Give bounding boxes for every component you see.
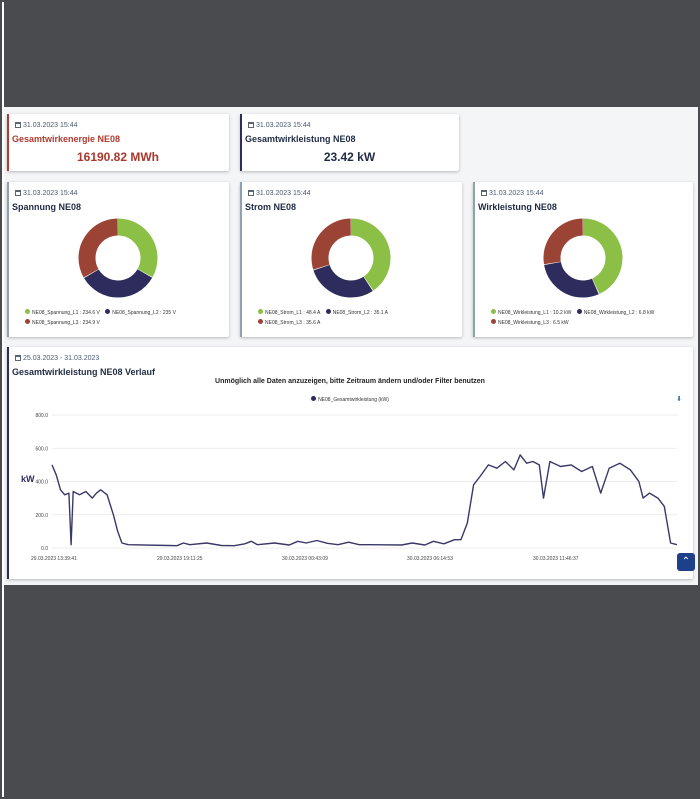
donut-slice[interactable] (311, 218, 391, 298)
x-tick-label: 30.03.2023 11:46:37 (533, 556, 579, 562)
card-spannung: 31.03.2023 15:44 Spannung NE08 NE08_Span… (7, 182, 229, 337)
accent-bar (240, 114, 242, 171)
donut-slice[interactable] (78, 218, 158, 298)
y-tick-label: 0.0 (41, 546, 48, 552)
legend-item[interactable]: NE08_Strom_L1 : 48.4 A (258, 309, 320, 316)
chevron-up-icon: ⌃ (681, 556, 691, 567)
calendar-icon (481, 190, 487, 196)
donut-chart (311, 218, 391, 298)
card-wirkleistung: 31.03.2023 15:44 Wirkleistung NE08 NE08_… (473, 182, 693, 337)
accent-bar (7, 182, 9, 337)
card-title: Strom NE08 (245, 202, 297, 212)
card-date: 31.03.2023 15:44 (15, 190, 78, 197)
card-date-text: 31.03.2023 15:44 (23, 190, 78, 197)
calendar-icon (15, 122, 21, 128)
x-tick-label: 29.03.2023 19:11:25 (157, 556, 203, 562)
donut-legend: NE08_Wirkleistung_L1 : 10.2 kW NE08_Wirk… (491, 308, 687, 328)
card-gesamtwirkenergie: 31.03.2023 15:44 Gesamtwirkenergie NE08 … (7, 114, 229, 171)
calendar-icon (248, 122, 254, 128)
legend-item[interactable]: NE08_Strom_L3 : 35.6 A (258, 319, 320, 326)
card-title: Wirkleistung NE08 (478, 202, 557, 212)
series-legend[interactable]: NE08_Gesamtwirkleistung (kW) (7, 396, 693, 403)
legend-item[interactable]: NE08_Strom_L2 : 35.1 A (325, 309, 388, 316)
scroll-top-button[interactable]: ⌃ (677, 553, 695, 571)
card-date-text: 31.03.2023 15:44 (489, 190, 544, 197)
card-date: 31.03.2023 15:44 (248, 190, 311, 197)
card-date-text: 31.03.2023 15:44 (256, 122, 311, 129)
donut-legend: NE08_Strom_L1 : 48.4 A NE08_Strom_L2 : 3… (258, 308, 456, 328)
card-date-text: 31.03.2023 15:44 (256, 190, 311, 197)
card-value: 16190.82 MWh (76, 150, 160, 164)
legend-item[interactable]: NE08_Wirkleistung_L3 : 6.5 kW (491, 319, 569, 326)
donut-slice[interactable] (543, 218, 623, 298)
donut-slice[interactable] (543, 218, 623, 298)
card-date-text: 31.03.2023 15:44 (23, 122, 78, 129)
download-icon[interactable]: ⬇ (676, 396, 683, 403)
x-tick-label: 30.03.2023 00:43:09 (282, 556, 328, 562)
donut-slice[interactable] (311, 218, 391, 298)
chart-note: Unmöglich alle Daten anzuzeigen, bitte Z… (215, 378, 485, 385)
legend-item[interactable]: NE08_Spannung_L1 : 234.6 V (25, 309, 100, 316)
accent-bar (7, 347, 9, 579)
line-chart: 800.0 600.0 400.0 200.0 0.0 29.03.2023 13:39:… (31, 413, 678, 562)
series-legend-label: NE08_Gesamtwirkleistung (kW) (318, 397, 389, 403)
card-date: 25.03.2023 - 31.03.2023 (15, 355, 99, 362)
card-value: 23.42 kW (323, 150, 376, 164)
y-axis-label: kW (21, 474, 35, 484)
x-tick-label: 30.03.2023 06:14:53 (407, 556, 453, 562)
card-title: Spannung NE08 (12, 202, 82, 212)
legend-item[interactable]: NE08_Wirkleistung_L1 : 10.2 kW (491, 309, 571, 316)
series-line[interactable] (51, 454, 678, 547)
donut-slice[interactable] (78, 218, 158, 298)
accent-bar (7, 114, 9, 171)
donut-slice[interactable] (311, 218, 391, 298)
x-tick-label: 29.03.2023 13:39:41 (31, 556, 77, 562)
card-strom: 31.03.2023 15:44 Strom NE08 NE08_Strom_L… (240, 182, 462, 337)
legend-item[interactable]: NE08_Spannung_L2 : 235 V (105, 309, 176, 316)
card-gesamtwirkleistung: 31.03.2023 15:44 Gesamtwirkleistung NE08… (240, 114, 459, 171)
card-title: Gesamtwirkleistung NE08 Verlauf (12, 367, 156, 377)
dashboard: 31.03.2023 15:44 Gesamtwirkenergie NE08 … (4, 107, 698, 585)
card-date: 31.03.2023 15:44 (248, 122, 311, 129)
donut-chart (543, 218, 623, 298)
y-tick-label: 600.0 (35, 446, 48, 452)
left-edge-strip (2, 2, 4, 797)
calendar-icon (15, 190, 21, 196)
card-title: Gesamtwirkenergie NE08 (12, 134, 121, 144)
legend-item[interactable]: NE08_Spannung_L3 : 234.9 V (25, 319, 100, 326)
y-tick-label: 800.0 (35, 413, 48, 419)
legend-item[interactable]: NE08_Wirkleistung_L2 : 6.8 kW (576, 309, 654, 316)
card-date: 31.03.2023 15:44 (481, 190, 544, 197)
accent-bar (473, 182, 475, 337)
card-date-text: 25.03.2023 - 31.03.2023 (23, 355, 100, 362)
accent-bar (240, 182, 242, 337)
donut-chart (78, 218, 158, 298)
donut-legend: NE08_Spannung_L1 : 234.6 V NE08_Spannung… (25, 308, 223, 328)
donut-slice[interactable] (543, 218, 623, 298)
calendar-icon (248, 190, 254, 196)
y-tick-label: 400.0 (35, 480, 48, 486)
card-title: Gesamtwirkleistung NE08 (245, 134, 356, 144)
card-verlauf: 25.03.2023 - 31.03.2023 Gesamtwirkleistu… (7, 347, 693, 579)
chart-toolbar: ⬇ (676, 395, 683, 403)
donut-slice[interactable] (78, 218, 158, 298)
y-tick-label: 200.0 (35, 513, 48, 519)
calendar-icon (15, 355, 21, 361)
card-date: 31.03.2023 15:44 (15, 122, 78, 129)
